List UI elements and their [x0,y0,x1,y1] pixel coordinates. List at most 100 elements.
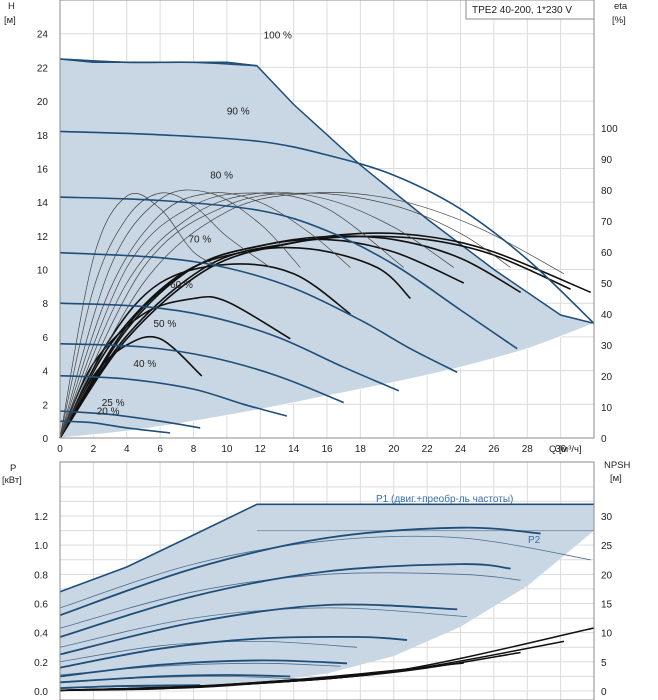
p1-power-curve [59,603,458,656]
npsh-axis-unit: [м] [610,473,622,484]
p-tick-label: 0.4 [34,629,48,640]
power-npsh-panel: 0.0 0.2 0.4 0.6 0.8 1.0 1.2 0 5 10 15 20 25 30 P [кВт… [2,460,631,700]
q-tick-label: 12 [255,444,267,455]
speed-label: 25 % [102,398,125,409]
top-plot-frame [59,0,595,439]
npsh-tick-label: 0 [601,687,607,698]
efficiency-curve [59,191,454,439]
h-axis-label: H [8,1,15,12]
bottom-tick-labels: 0.0 0.2 0.4 0.6 0.8 1.0 1.2 0 5 10 15 20 25 30 [34,512,612,698]
q-axis-unit: Q [м³/ч] [549,444,582,455]
qh-curve [59,251,458,374]
h-tick-label: 16 [37,164,49,175]
q-tick-label: 6 [157,444,163,455]
speed-label: 80 % [210,171,233,182]
q-tick-label: 4 [124,444,130,455]
power-curves [59,526,591,689]
q-tick-label: 30 [555,444,567,455]
efficiency-curve [59,192,271,439]
p2-power-curve [59,535,591,609]
q-tick-label: 10 [221,444,233,455]
p-tick-label: 0.2 [34,658,48,669]
q-tick-label: 14 [288,444,300,455]
npsh-tick-label: 10 [601,629,613,640]
efficiency-curve [59,189,301,439]
npsh-tick-label: 5 [601,658,607,669]
eta-tick-label: 50 [601,279,613,290]
q-tick-label: 16 [321,444,333,455]
p-tick-label: 1.2 [34,512,48,523]
head-efficiency-panel: 0246810121416182022240102030405060708090… [4,0,628,455]
p1-max-curve [59,503,594,593]
eta-tick-label: 10 [601,403,613,414]
q-tick-label: 8 [191,444,197,455]
q-tick-label: 24 [455,444,467,455]
h-tick-label: 4 [42,367,48,378]
h-tick-label: 10 [37,266,49,277]
eta-tick-label: 100 [601,124,618,135]
npsh-tick-label: 30 [601,512,613,523]
eta-tick-label: 60 [601,248,613,259]
speed-label: 60 % [170,280,193,291]
p-axis-label: P [10,463,16,474]
npsh-tick-label: 25 [601,541,613,552]
npsh-curves [59,627,595,692]
h-tick-label: 18 [37,131,49,142]
p1-power-curve [59,674,291,684]
h-tick-label: 22 [37,63,49,74]
h-tick-label: 12 [37,232,49,243]
p-tick-label: 0.0 [34,687,48,698]
p2-label: P2 [528,535,541,546]
title-box [465,0,595,20]
p1-power-curve [59,526,541,617]
p2-power-curve [59,607,468,648]
p1-power-curve [59,684,201,689]
qh-curve [59,302,400,392]
q-tick-label: 18 [355,444,367,455]
p-tick-label: 1.0 [34,541,48,552]
q-tick-label: 22 [422,444,434,455]
efficiency-curve [59,192,511,439]
npsh-axis-label: NPSH [604,460,631,471]
h-tick-label: 14 [37,198,49,209]
qh-curve [59,420,171,434]
npsh-curve [59,627,595,692]
h-axis-unit: [м] [4,15,16,26]
speed-label: 100 % [264,31,292,42]
qh-curve [59,342,345,404]
operating-envelope [60,59,594,438]
eta-tick-label: 0 [601,434,607,445]
efficiency-curve [59,192,565,439]
speed-label: 70 % [188,235,211,246]
eta-tick-label: 70 [601,217,613,228]
eta-tick-label: 40 [601,310,613,321]
q-tick-label: 2 [91,444,97,455]
efficiency-curve [59,192,405,439]
eta-tick-label: 30 [601,341,613,352]
p2-power-curve [59,572,521,629]
p-tick-label: 0.6 [34,600,48,611]
eta-tick-label: 90 [601,155,613,166]
p-axis-unit: [кВт] [2,475,22,486]
eta-axis-label: eta [614,1,628,12]
h-tick-label: 2 [42,400,48,411]
q-tick-label: 26 [488,444,500,455]
qh-curves [59,58,595,434]
npsh-tick-label: 15 [601,600,613,611]
q-tick-label: 20 [388,444,400,455]
bottom-plot-frame [59,461,595,700]
q-tick-label: 28 [522,444,534,455]
efficiency-curve [59,192,224,439]
speed-labels: 100 % 90 % 80 % 70 % 60 % 50 % 40 % 25 %20 % [97,31,292,418]
eta-tick-label: 20 [601,372,613,383]
npsh-tick-label: 20 [601,570,613,581]
efficiency-curve [59,232,592,439]
h-tick-label: 8 [42,299,48,310]
speed-label: 50 % [153,319,176,330]
p1-label: P1 (двиг.+преобр-ль частоты) [376,493,513,505]
efficiency-curves [59,189,592,439]
p-tick-label: 0.8 [34,570,48,581]
efficiency-curve [59,235,521,439]
h-tick-label: 6 [42,333,48,344]
